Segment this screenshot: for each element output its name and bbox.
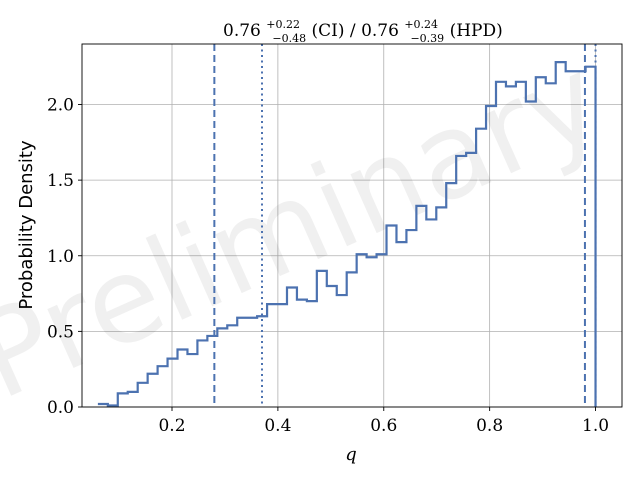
title-hpd-tag: (HPD) <box>450 21 503 41</box>
x-tick-label-2: 0.6 <box>370 416 397 436</box>
title-value-2: 0.76 <box>361 21 399 41</box>
y-tick-label-0: 0.0 <box>47 398 74 418</box>
x-tick-label-0: 0.2 <box>158 416 185 436</box>
title-separator: / <box>350 21 356 41</box>
x-tick-label-1: 0.4 <box>264 416 291 436</box>
histogram-step-series <box>97 61 597 407</box>
x-axis-label: q <box>345 444 357 465</box>
y-tick-label-3: 1.5 <box>47 171 74 191</box>
y-tick-label-4: 2.0 <box>47 96 74 116</box>
y-axis-label: Probability Density <box>16 140 37 310</box>
title-value: 0.76 <box>223 21 261 41</box>
title-hpd-plus: +0.24 <box>404 18 438 31</box>
title-hpd-minus: −0.39 <box>410 32 444 45</box>
watermark-group: Preliminary <box>0 29 621 426</box>
title-ci-plus: +0.22 <box>266 18 300 31</box>
y-tick-label-2: 1.0 <box>47 247 74 267</box>
x-tick-label-3: 0.8 <box>476 416 503 436</box>
axes-frame <box>81 43 623 408</box>
chart-title: 0.76 +0.22 −0.48 (CI) / 0.76 +0.24 −0.39… <box>223 13 503 47</box>
watermark-text: Preliminary <box>0 29 621 426</box>
y-tick-label-1: 0.5 <box>47 322 74 342</box>
y-axis-ticks: 0.0 0.5 1.0 1.5 2.0 <box>47 96 82 418</box>
interval-markers <box>213 44 597 407</box>
histogram-step-line <box>97 61 597 407</box>
x-tick-label-4: 1.0 <box>582 416 609 436</box>
title-ci-minus: −0.48 <box>272 32 306 45</box>
title-ci-tag: (CI) <box>312 21 345 41</box>
x-axis-ticks: 0.2 0.4 0.6 0.8 1.0 <box>158 407 609 436</box>
